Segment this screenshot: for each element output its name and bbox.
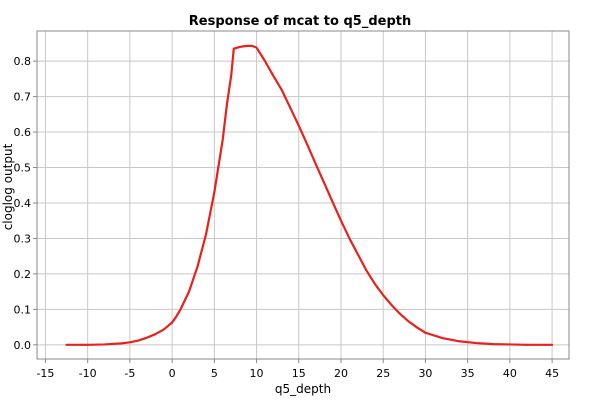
y-tick-label: 0.7 xyxy=(14,91,32,104)
y-tick-label: 0.3 xyxy=(14,232,32,245)
y-tick-label: 0.0 xyxy=(14,339,32,352)
y-tick-label: 0.8 xyxy=(14,55,32,68)
x-tick-label: 15 xyxy=(292,367,306,380)
x-tick-label: 5 xyxy=(211,367,218,380)
y-tick-label: 0.1 xyxy=(14,303,32,316)
x-tick-label: -15 xyxy=(36,367,54,380)
y-tick-label: 0.4 xyxy=(14,197,32,210)
x-tick-label: 0 xyxy=(169,367,176,380)
x-tick-label: 35 xyxy=(461,367,475,380)
response-curve xyxy=(65,44,554,346)
x-tick-label: 40 xyxy=(503,367,517,380)
x-tick-label: -10 xyxy=(79,367,97,380)
x-tick-label: 10 xyxy=(250,367,264,380)
grid xyxy=(37,31,569,359)
x-tick-label: -5 xyxy=(124,367,135,380)
x-axis-label: q5_depth xyxy=(274,382,332,396)
y-tick-label: 0.6 xyxy=(14,126,32,139)
chart-title: Response of mcat to q5_depth xyxy=(188,14,412,29)
x-tick-label: 30 xyxy=(418,367,432,380)
y-tick-label: 0.5 xyxy=(14,162,32,175)
axis-ticks: -15 -10 -5 0 5 10 15 20 25 30 35 40 45 0.0 0.1 0.2 0.3 0.… xyxy=(14,55,560,380)
x-tick-label: 20 xyxy=(334,367,348,380)
x-tick-label: 25 xyxy=(376,367,390,380)
y-axis-label: cloglog output xyxy=(1,143,15,231)
plot-frame xyxy=(36,30,570,360)
x-tick-label: 45 xyxy=(545,367,559,380)
y-tick-label: 0.2 xyxy=(14,268,32,281)
